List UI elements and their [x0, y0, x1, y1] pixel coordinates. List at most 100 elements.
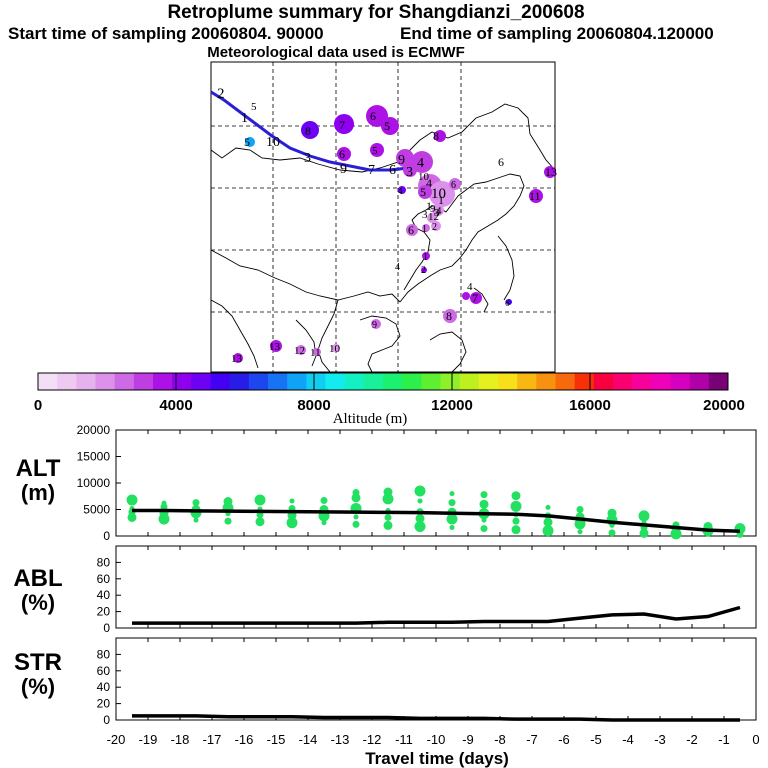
cluster-label: 3 [304, 151, 311, 166]
x-tick-label: 0 [752, 732, 759, 747]
altitude-point [383, 520, 393, 530]
cluster-marker [313, 348, 321, 356]
plume-clusters [233, 105, 556, 363]
panel-ylabels: ALT (m) ABL (%) STR (%) [13, 455, 62, 699]
altitude-point [542, 525, 554, 537]
x-tick-label: -8 [494, 732, 506, 747]
altitude-point [289, 498, 295, 504]
cluster-label: 10 [266, 135, 280, 150]
cluster-label: 8 [305, 124, 311, 138]
cluster-label: 7 [339, 118, 345, 132]
cluster-marker [422, 224, 430, 232]
cluster-marker [270, 340, 282, 352]
x-tick-label: -6 [558, 732, 570, 747]
colorbar-segment [689, 373, 710, 390]
x-tick-label: -7 [526, 732, 538, 747]
colorbar-tick: 12000 [431, 397, 473, 414]
cluster-label: 2 [421, 265, 426, 276]
colorbar-segment [517, 373, 537, 390]
x-tick-label: -4 [622, 732, 634, 747]
cluster-marker [334, 114, 354, 134]
str-line [132, 714, 740, 722]
x-tick-label: -5 [590, 732, 602, 747]
time-series-panels: 0 5000 10000 15000 20000 0 20 40 60 80 0 20 40 60 80 -2… [77, 423, 760, 747]
colorbar-segment [670, 373, 691, 390]
x-tick-label: -17 [203, 732, 222, 747]
cluster-label: 13 [269, 341, 281, 353]
colorbar-segment [133, 373, 154, 390]
cluster-label: 6 [408, 223, 414, 237]
str-ylabel: STR [14, 649, 62, 676]
altitude-point [161, 500, 167, 506]
altitude-point [576, 506, 584, 513]
colorbar-ticks: 0 4000 8000 12000 16000 20000 [34, 397, 745, 414]
colorbar-segment [76, 373, 96, 390]
colorbar-segment [478, 373, 499, 390]
cluster-marker [529, 189, 543, 203]
x-tick-label: -9 [462, 732, 474, 747]
altitude-point [126, 494, 138, 506]
colorbar-segment [555, 373, 576, 390]
cluster-label: 5 [420, 185, 426, 199]
y-tick-label: 0 [103, 713, 110, 727]
cluster-label: 1 [426, 199, 432, 213]
altitude-point [449, 525, 455, 531]
cluster-marker [233, 353, 243, 363]
cluster-label: 7 [368, 163, 375, 178]
colorbar-segment [57, 373, 77, 390]
colorbar-segment [708, 373, 729, 390]
cluster-marker [301, 121, 319, 139]
altitude-point [448, 499, 456, 507]
colorbar-segment [229, 373, 250, 390]
cluster-marker [245, 137, 255, 147]
y-tick-label: 80 [97, 555, 111, 569]
alt-median-line [132, 508, 741, 533]
altitude-point [382, 493, 394, 505]
cluster-label: 6 [451, 180, 456, 191]
y-tick-label: 60 [97, 664, 111, 678]
x-tick-label: -1 [718, 732, 730, 747]
cluster-label: 11 [310, 347, 321, 359]
cluster-label: 10 [418, 171, 430, 183]
colorbar-segment [498, 373, 518, 390]
cluster-marker [434, 130, 446, 142]
cluster-label: 12 [294, 345, 305, 357]
cluster-label: 6 [389, 163, 396, 178]
cluster-label: 13 [545, 165, 557, 179]
colorbar-segment [536, 373, 556, 390]
altitude-point [223, 497, 233, 507]
cluster-label: 8 [446, 309, 452, 323]
colorbar-segment [191, 373, 211, 390]
altitude-point [639, 528, 649, 538]
colorbar-segment [344, 373, 365, 390]
cluster-label: 4 [398, 186, 403, 196]
altitude-point [353, 514, 359, 520]
cluster-marker [506, 299, 512, 305]
cluster-label: 9 [430, 203, 436, 215]
panel-abl: 0 20 40 60 80 [97, 545, 757, 635]
x-axis-label: Travel time (days) [365, 749, 509, 768]
cluster-label: 1 [438, 193, 444, 207]
colorbar-tick: 16000 [569, 397, 611, 414]
altitude-point [127, 512, 137, 522]
colorbar-segment [325, 373, 346, 390]
altitude-point [510, 500, 522, 512]
x-tick-label: -15 [267, 732, 286, 747]
altitude-point [479, 499, 489, 509]
altitude-point [160, 503, 168, 511]
altitude-point [638, 510, 650, 522]
x-tick-label: -2 [686, 732, 698, 747]
x-tick-label: -16 [235, 732, 254, 747]
cluster-label: 1 [241, 111, 248, 126]
altitude-point [545, 504, 551, 510]
cluster-label: 6 [339, 147, 345, 161]
cluster-marker [443, 309, 457, 323]
cluster-marker [418, 185, 432, 199]
altitude-point [543, 517, 553, 527]
cluster-labels: 2 5 1 5 10 3 8 7 6 5 6 9 5 8 7 6 9 3 4 1… [217, 86, 557, 365]
cluster-marker [337, 147, 351, 161]
colorbar-tick: 0 [34, 397, 42, 414]
altitude-point [607, 508, 617, 518]
altitude-point [286, 517, 298, 529]
